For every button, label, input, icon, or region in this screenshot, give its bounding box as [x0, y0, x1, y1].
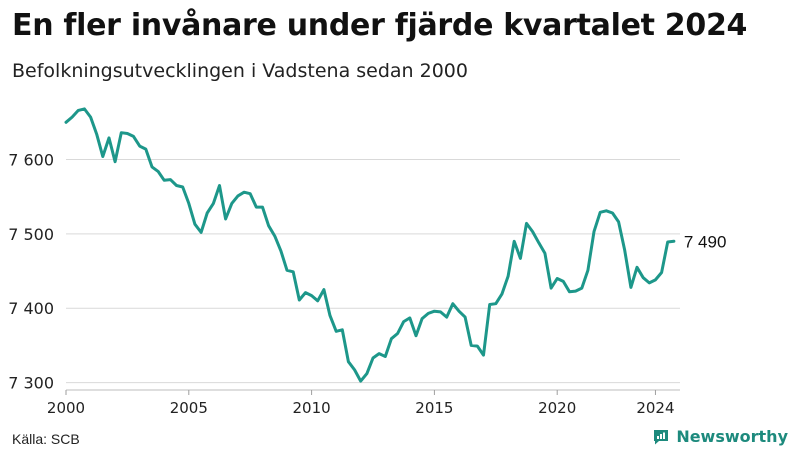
brand-logo: Newsworthy [652, 427, 788, 446]
y-axis: 7 300 7 400 7 500 7 600 [8, 150, 54, 392]
x-axis: 2000 2005 2010 2015 2020 2024 [47, 389, 680, 417]
x-tick-label: 2024 [636, 399, 674, 417]
x-tick-label: 2015 [415, 399, 453, 417]
series-line [64, 107, 676, 383]
data-labels: 7 490 [684, 232, 727, 251]
y-tick-label: 7 400 [8, 299, 54, 318]
end-value-label: 7 490 [684, 232, 727, 251]
chart-title: En fler invånare under fjärde kvartalet … [12, 8, 748, 43]
grid-lines [66, 158, 680, 384]
source-note: Källa: SCB [12, 431, 80, 447]
x-tick-label: 2020 [538, 399, 576, 417]
x-tick-label: 2005 [170, 399, 208, 417]
y-tick-label: 7 300 [8, 374, 54, 393]
y-tick-label: 7 600 [8, 150, 54, 169]
x-tick-label: 2000 [47, 399, 85, 417]
newsworthy-logo-icon [654, 429, 669, 444]
chart-subtitle: Befolkningsutvecklingen i Vadstena sedan… [12, 60, 468, 82]
series-group [64, 107, 676, 383]
brand-name: Newsworthy [676, 427, 788, 446]
x-tick-label: 2010 [293, 399, 331, 417]
y-tick-label: 7 500 [8, 225, 54, 244]
